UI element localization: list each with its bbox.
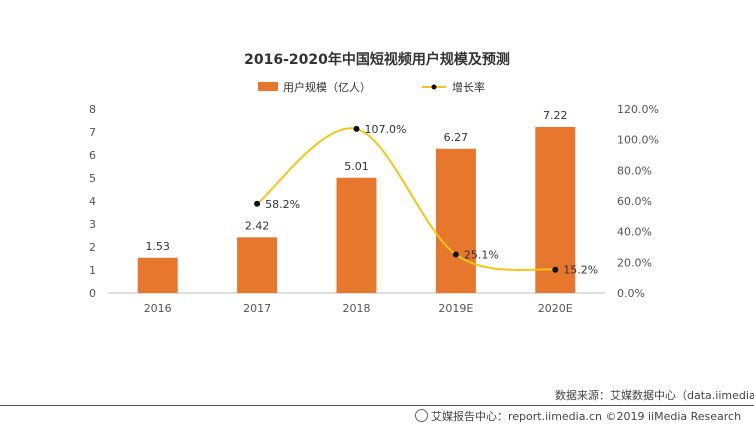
- y-tick-right: 20.0%: [617, 256, 652, 269]
- bar: [237, 237, 278, 293]
- bar-value-label: 6.27: [444, 131, 469, 144]
- y-tick-right: 40.0%: [617, 226, 652, 239]
- source-note: 数据来源：艾媒数据中心（data.iimedia: [555, 389, 754, 402]
- chart-title: 2016-2020年中国短视频用户规模及预测: [244, 51, 510, 68]
- axes: 0123456780.0%20.0%40.0%60.0%80.0%100.0%1…: [89, 103, 659, 315]
- legend-line-marker: [431, 84, 437, 90]
- y-tick-right: 120.0%: [617, 103, 659, 116]
- growth-rate-label: 15.2%: [563, 264, 598, 277]
- bar: [535, 126, 576, 293]
- bar-value-label: 5.01: [344, 160, 369, 173]
- growth-rate-line: [256, 127, 556, 272]
- bar-value-label: 2.42: [245, 219, 270, 232]
- y-tick-right: 100.0%: [617, 134, 659, 147]
- growth-rate-label: 58.2%: [265, 198, 300, 211]
- x-tick-label: 2016: [144, 302, 172, 315]
- y-tick-left: 4: [89, 195, 96, 208]
- footer-divider: [0, 405, 754, 406]
- legend-bar-label: 用户规模（亿人）: [283, 80, 371, 94]
- bar-value-label: 7.22: [543, 109, 568, 122]
- growth-line-layer: [254, 125, 559, 273]
- legend-line-label: 增长率: [452, 80, 485, 94]
- y-tick-left: 6: [89, 149, 96, 162]
- data-labels: 1.53 2.42 5.01 6.27 7.22 58.2% 107.0% 25.1% 15.2…: [145, 109, 598, 277]
- y-tick-right: 60.0%: [617, 195, 652, 208]
- y-tick-left: 8: [89, 103, 96, 116]
- y-tick-left: 1: [89, 264, 96, 277]
- growth-rate-point: [452, 251, 459, 258]
- y-tick-left: 7: [89, 126, 96, 139]
- growth-rate-point: [353, 125, 360, 132]
- x-tick-label: 2020E: [538, 302, 573, 315]
- growth-rate-point: [254, 200, 261, 207]
- bar: [137, 257, 178, 293]
- iimedia-logo-icon: [415, 409, 428, 422]
- growth-rate-point: [552, 266, 559, 273]
- y-tick-left: 0: [89, 287, 96, 300]
- growth-rate-label: 107.0%: [365, 123, 407, 136]
- bar: [435, 148, 476, 293]
- x-tick-label: 2017: [243, 302, 271, 315]
- x-tick-label: 2019E: [438, 302, 473, 315]
- y-tick-left: 3: [89, 218, 96, 231]
- legend: 用户规模（亿人） 增长率: [258, 80, 485, 94]
- y-tick-right: 80.0%: [617, 164, 652, 177]
- legend-bar-swatch: [258, 82, 278, 91]
- growth-rate-label: 25.1%: [464, 249, 499, 262]
- y-tick-left: 2: [89, 241, 96, 254]
- footer-report-text: 艾媒报告中心：report.iimedia.cn ©2019 iiMedia R…: [431, 410, 742, 423]
- bar-value-label: 1.53: [145, 240, 170, 253]
- y-tick-right: 0.0%: [617, 287, 645, 300]
- x-tick-label: 2018: [343, 302, 371, 315]
- footer-report: 艾媒报告中心：report.iimedia.cn ©2019 iiMedia R…: [415, 408, 741, 424]
- bar: [336, 177, 377, 293]
- y-tick-left: 5: [89, 172, 96, 185]
- bars: [137, 126, 576, 293]
